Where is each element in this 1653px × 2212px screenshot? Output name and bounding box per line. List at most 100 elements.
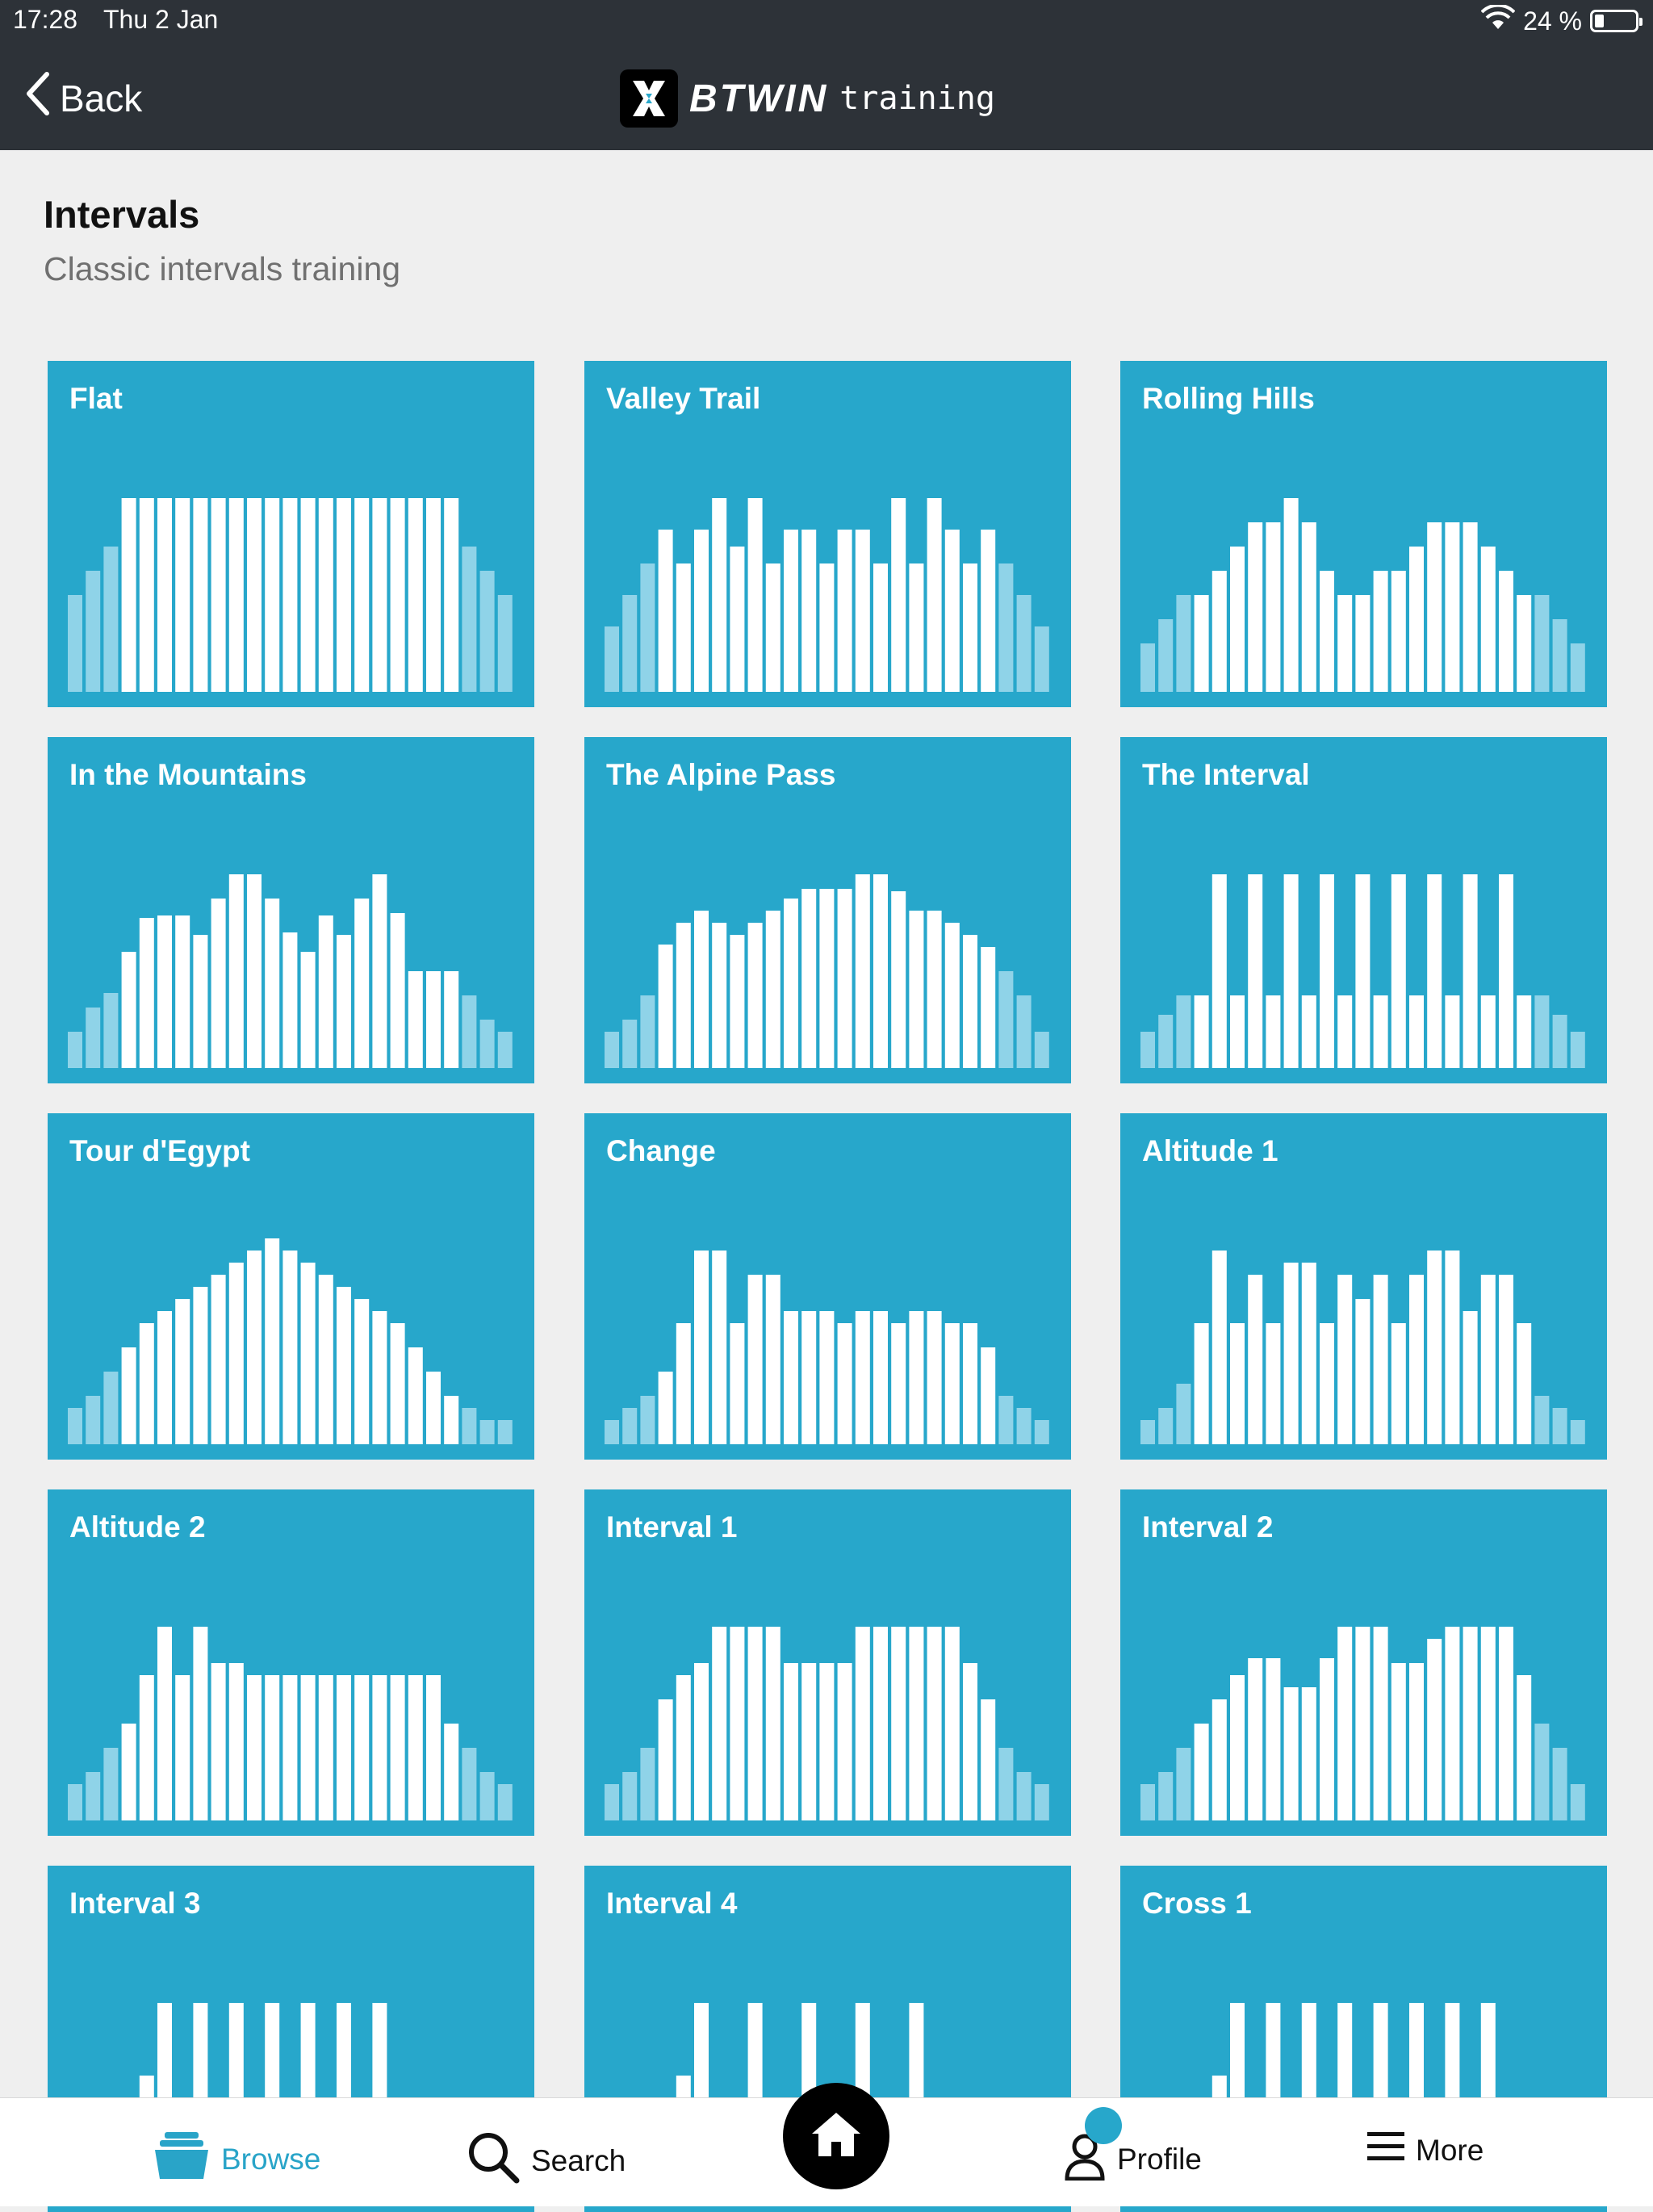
profile-bar bbox=[784, 1311, 798, 1444]
profile-bar bbox=[1194, 595, 1209, 692]
profile-bar bbox=[157, 915, 172, 1068]
profile-bar bbox=[1230, 547, 1245, 692]
workout-title: Interval 2 bbox=[1142, 1510, 1274, 1544]
profile-bar bbox=[193, 935, 208, 1068]
profile-bar bbox=[998, 563, 1014, 692]
home-icon bbox=[810, 2111, 862, 2162]
profile-bar bbox=[1445, 1251, 1460, 1444]
profile-bar bbox=[1552, 1408, 1567, 1444]
profile-bar bbox=[1230, 995, 1245, 1068]
profile-bar bbox=[1158, 1772, 1174, 1820]
profile-bar bbox=[927, 498, 942, 692]
profile-bar bbox=[658, 530, 673, 692]
workout-profile-chart bbox=[68, 874, 513, 1068]
profile-bar bbox=[963, 563, 977, 692]
workout-card[interactable]: Change bbox=[584, 1113, 1071, 1460]
profile-bar bbox=[1016, 595, 1032, 692]
workout-card[interactable]: Flat bbox=[48, 361, 534, 707]
profile-bar bbox=[139, 1675, 154, 1820]
workout-card[interactable]: The Alpine Pass bbox=[584, 737, 1071, 1083]
workout-card[interactable]: Interval 1 bbox=[584, 1489, 1071, 1836]
profile-bar bbox=[408, 498, 423, 692]
profile-bar bbox=[462, 995, 477, 1068]
profile-bar bbox=[1283, 498, 1299, 692]
profile-bar bbox=[318, 1275, 333, 1444]
profile-bar bbox=[282, 1251, 298, 1444]
workout-card[interactable]: Altitude 2 bbox=[48, 1489, 534, 1836]
tab-browse[interactable]: Browse bbox=[153, 2130, 320, 2188]
profile-bar bbox=[479, 571, 495, 692]
tab-profile[interactable]: Profile bbox=[1064, 2130, 1202, 2188]
home-button[interactable] bbox=[783, 2083, 889, 2189]
profile-bar bbox=[1517, 1675, 1532, 1820]
profile-bar bbox=[1140, 1784, 1155, 1820]
workout-title: Rolling Hills bbox=[1142, 382, 1315, 415]
workout-card[interactable]: Interval 2 bbox=[1120, 1489, 1607, 1836]
profile-bar bbox=[157, 498, 172, 692]
profile-bar bbox=[444, 498, 459, 692]
profile-bar bbox=[927, 1311, 942, 1444]
profile-bar bbox=[891, 1627, 906, 1820]
profile-bar bbox=[658, 1372, 673, 1444]
profile-bar bbox=[1445, 995, 1460, 1068]
page-subtitle: Classic intervals training bbox=[44, 250, 401, 287]
profile-bar bbox=[282, 932, 298, 1068]
brand-logo: BTWIN training bbox=[620, 69, 995, 128]
profile-bar bbox=[622, 1020, 638, 1068]
workout-card[interactable]: The Interval bbox=[1120, 737, 1607, 1083]
workout-card[interactable]: In the Mountains bbox=[48, 737, 534, 1083]
workout-card[interactable]: Tour d'Egypt bbox=[48, 1113, 534, 1460]
profile-bar bbox=[247, 498, 262, 692]
profile-bar bbox=[1499, 874, 1513, 1068]
profile-bar bbox=[1445, 522, 1460, 692]
profile-bar bbox=[981, 947, 996, 1068]
profile-bar bbox=[103, 1748, 119, 1820]
profile-bar bbox=[462, 1408, 477, 1444]
workout-card[interactable]: Altitude 1 bbox=[1120, 1113, 1607, 1460]
profile-bar bbox=[676, 1323, 691, 1444]
profile-bar bbox=[712, 1627, 727, 1820]
workout-profile-chart bbox=[1140, 1627, 1585, 1820]
tab-more[interactable]: More bbox=[1367, 2130, 1484, 2170]
profile-bar bbox=[444, 1396, 459, 1444]
profile-bar bbox=[1248, 1658, 1263, 1820]
status-date: Thu 2 Jan bbox=[103, 5, 219, 34]
profile-bar bbox=[998, 1396, 1014, 1444]
profile-bar bbox=[68, 1408, 82, 1444]
profile-bar bbox=[211, 1663, 226, 1820]
tab-search[interactable]: Search bbox=[467, 2130, 626, 2191]
workout-card[interactable]: Rolling Hills bbox=[1120, 361, 1607, 707]
profile-bar bbox=[622, 1772, 638, 1820]
profile-bar bbox=[1409, 547, 1424, 692]
profile-bar bbox=[139, 918, 154, 1068]
profile-bar bbox=[121, 1724, 136, 1820]
profile-bar bbox=[479, 1772, 495, 1820]
profile-bar bbox=[300, 1675, 316, 1820]
profile-bar bbox=[658, 945, 673, 1068]
profile-bar bbox=[927, 911, 942, 1068]
profile-bar bbox=[819, 563, 835, 692]
workout-title: Interval 3 bbox=[69, 1887, 201, 1920]
profile-bar bbox=[1337, 595, 1353, 692]
profile-bar bbox=[1016, 1408, 1032, 1444]
profile-bar bbox=[676, 923, 691, 1068]
back-button[interactable]: Back bbox=[24, 71, 142, 125]
workout-profile-chart bbox=[68, 1627, 513, 1820]
profile-bar bbox=[1373, 1275, 1388, 1444]
workout-title: The Alpine Pass bbox=[606, 758, 836, 791]
profile-bar bbox=[944, 923, 960, 1068]
profile-bar bbox=[712, 498, 727, 692]
profile-bar bbox=[712, 1251, 727, 1444]
profile-bar bbox=[175, 915, 190, 1068]
profile-bar bbox=[497, 595, 513, 692]
workout-title: Altitude 2 bbox=[69, 1510, 206, 1544]
tab-search-label: Search bbox=[531, 2143, 626, 2177]
battery-icon bbox=[1590, 10, 1643, 32]
profile-bar bbox=[228, 874, 244, 1068]
workout-card[interactable]: Valley Trail bbox=[584, 361, 1071, 707]
profile-bar bbox=[837, 1323, 852, 1444]
profile-bar bbox=[981, 1699, 996, 1820]
profile-bar bbox=[1517, 595, 1532, 692]
profile-bar bbox=[1016, 1772, 1032, 1820]
profile-bar bbox=[1499, 571, 1513, 692]
